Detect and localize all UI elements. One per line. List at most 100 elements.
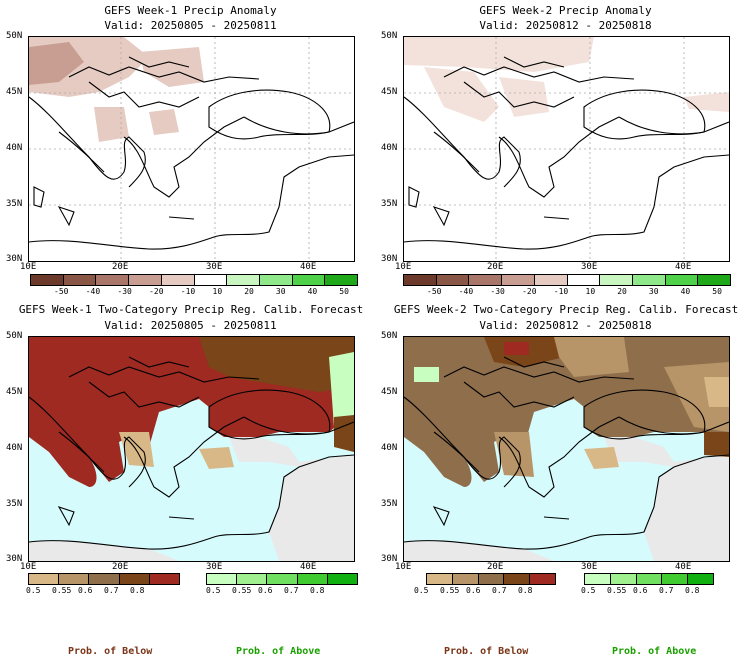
anomaly-tick-label: -50 xyxy=(427,287,442,296)
prob-tick-label: 0.7 xyxy=(492,586,507,595)
panel4-footer-below: Prob. of Below xyxy=(444,646,529,657)
anomaly-tick-label: -40 xyxy=(458,287,474,296)
panel3-title: GEFS Week-1 Two-Category Precip Reg. Cal… xyxy=(18,303,364,316)
prob-tick-label: 0.6 xyxy=(78,586,93,595)
panel3-below-colorbar xyxy=(28,573,180,585)
prob-tick-label: 0.6 xyxy=(258,586,273,595)
anomaly-tick-label: 40 xyxy=(680,287,691,296)
panel3-footer-below: Prob. of Below xyxy=(68,646,153,657)
anomaly-tick-label: 20 xyxy=(617,287,627,296)
anomaly-tick-label: -50 xyxy=(54,287,69,296)
prob-tick-label: 0.55 xyxy=(232,586,252,595)
anomaly-tick-label: 50 xyxy=(712,287,722,296)
above-swatch-3 xyxy=(662,574,689,584)
anomaly-tick-label: -30 xyxy=(117,287,132,296)
anomaly-tick-label: 10 xyxy=(212,287,223,296)
anomaly-swatch-8 xyxy=(292,275,326,285)
panel2-lat-40: 40N xyxy=(381,143,398,153)
prob-tick-label: 0.8 xyxy=(518,586,533,595)
anomaly-tick-label: 10 xyxy=(585,287,596,296)
prob-tick-label: 0.55 xyxy=(440,586,460,595)
panel2-anomaly-colorbar xyxy=(403,274,731,286)
panel2-lon-30: 30E xyxy=(581,262,598,272)
panel3-map xyxy=(28,336,355,562)
above-swatch-2 xyxy=(636,574,663,584)
panel3-lon-40: 40E xyxy=(300,562,317,572)
prob-tick-label: 0.7 xyxy=(284,586,299,595)
above-swatch-3 xyxy=(297,574,328,584)
panel2-lon-20: 20E xyxy=(487,262,504,272)
anomaly-swatch-1 xyxy=(63,275,97,285)
anomaly-swatch-7 xyxy=(632,275,666,285)
panel2-lon-40: 40E xyxy=(675,262,692,272)
prob-tick-label: 0.5 xyxy=(414,586,429,595)
panel3-lon-20: 20E xyxy=(112,562,129,572)
prob-tick-label: 0.8 xyxy=(685,586,700,595)
prob-tick-label: 0.6 xyxy=(633,586,648,595)
above-swatch-0 xyxy=(585,574,611,584)
below-swatch-0 xyxy=(29,574,60,584)
panel4-map xyxy=(403,336,730,562)
panel1-lon-40: 40E xyxy=(300,262,317,272)
prob-tick-label: 0.8 xyxy=(130,586,145,595)
panel3-lat-50: 50N xyxy=(6,331,23,341)
prob-tick-label: 0.8 xyxy=(310,586,325,595)
panel2-map xyxy=(403,36,730,262)
above-swatch-1 xyxy=(237,574,268,584)
above-swatch-0 xyxy=(207,574,238,584)
panel2-lat-35: 35N xyxy=(381,199,398,209)
anomaly-swatch-3 xyxy=(502,275,535,285)
anomaly-tick-label: -10 xyxy=(180,287,196,296)
panel2-lon-10: 10E xyxy=(395,262,412,272)
above-swatch-2 xyxy=(267,574,298,584)
panel2-lat-50: 50N xyxy=(381,31,398,41)
panel4-title: GEFS Week-2 Two-Category Precip Reg. Cal… xyxy=(393,303,739,316)
anomaly-tick-label: -20 xyxy=(149,287,164,296)
anomaly-tick-label: 40 xyxy=(307,287,318,296)
panel4-valid: Valid: 20250812 - 20250818 xyxy=(479,319,652,332)
panel4-above-colorbar xyxy=(584,573,714,585)
below-swatch-1 xyxy=(59,574,90,584)
panel4-lat-35: 35N xyxy=(381,499,398,509)
prob-tick-label: 0.5 xyxy=(581,586,596,595)
panel4-lon-20: 20E xyxy=(487,562,504,572)
panel2-lat-30: 30N xyxy=(381,254,398,264)
panel1-lon-30: 30E xyxy=(206,262,223,272)
panel4-lat-50: 50N xyxy=(381,331,398,341)
anomaly-tick-label: -40 xyxy=(85,287,101,296)
below-swatch-2 xyxy=(89,574,120,584)
panel1-lat-35: 35N xyxy=(6,199,23,209)
panel3-lon-30: 30E xyxy=(206,562,223,572)
prob-tick-label: 0.6 xyxy=(466,586,481,595)
panel4-lon-30: 30E xyxy=(581,562,598,572)
anomaly-swatch-2 xyxy=(96,275,130,285)
anomaly-swatch-6 xyxy=(227,275,260,285)
anomaly-swatch-8 xyxy=(665,275,699,285)
prob-tick-label: 0.55 xyxy=(52,586,72,595)
anomaly-swatch-1 xyxy=(436,275,470,285)
below-swatch-3 xyxy=(119,574,150,584)
above-swatch-4 xyxy=(688,574,713,584)
anomaly-tick-label: 20 xyxy=(244,287,254,296)
panel1-map xyxy=(28,36,355,262)
below-swatch-1 xyxy=(452,574,479,584)
prob-tick-label: 0.5 xyxy=(26,586,41,595)
below-swatch-4 xyxy=(530,574,555,584)
anomaly-swatch-3 xyxy=(129,275,162,285)
panel4-lon-40: 40E xyxy=(675,562,692,572)
prob-tick-label: 0.55 xyxy=(607,586,627,595)
panel3-lat-30: 30N xyxy=(6,554,23,564)
panel1-lat-45: 45N xyxy=(6,87,23,97)
anomaly-swatch-0 xyxy=(404,275,437,285)
panel1-anomaly-colorbar xyxy=(30,274,358,286)
panel3-lat-40: 40N xyxy=(6,443,23,453)
above-swatch-1 xyxy=(610,574,637,584)
anomaly-tick-label: -20 xyxy=(522,287,537,296)
anomaly-swatch-4 xyxy=(161,275,195,285)
anomaly-tick-label: -10 xyxy=(553,287,569,296)
anomaly-tick-label: 30 xyxy=(648,287,659,296)
anomaly-tick-label: 50 xyxy=(339,287,349,296)
panel1-lat-50: 50N xyxy=(6,31,23,41)
panel4-lat-30: 30N xyxy=(381,554,398,564)
panel4-lat-45: 45N xyxy=(381,387,398,397)
